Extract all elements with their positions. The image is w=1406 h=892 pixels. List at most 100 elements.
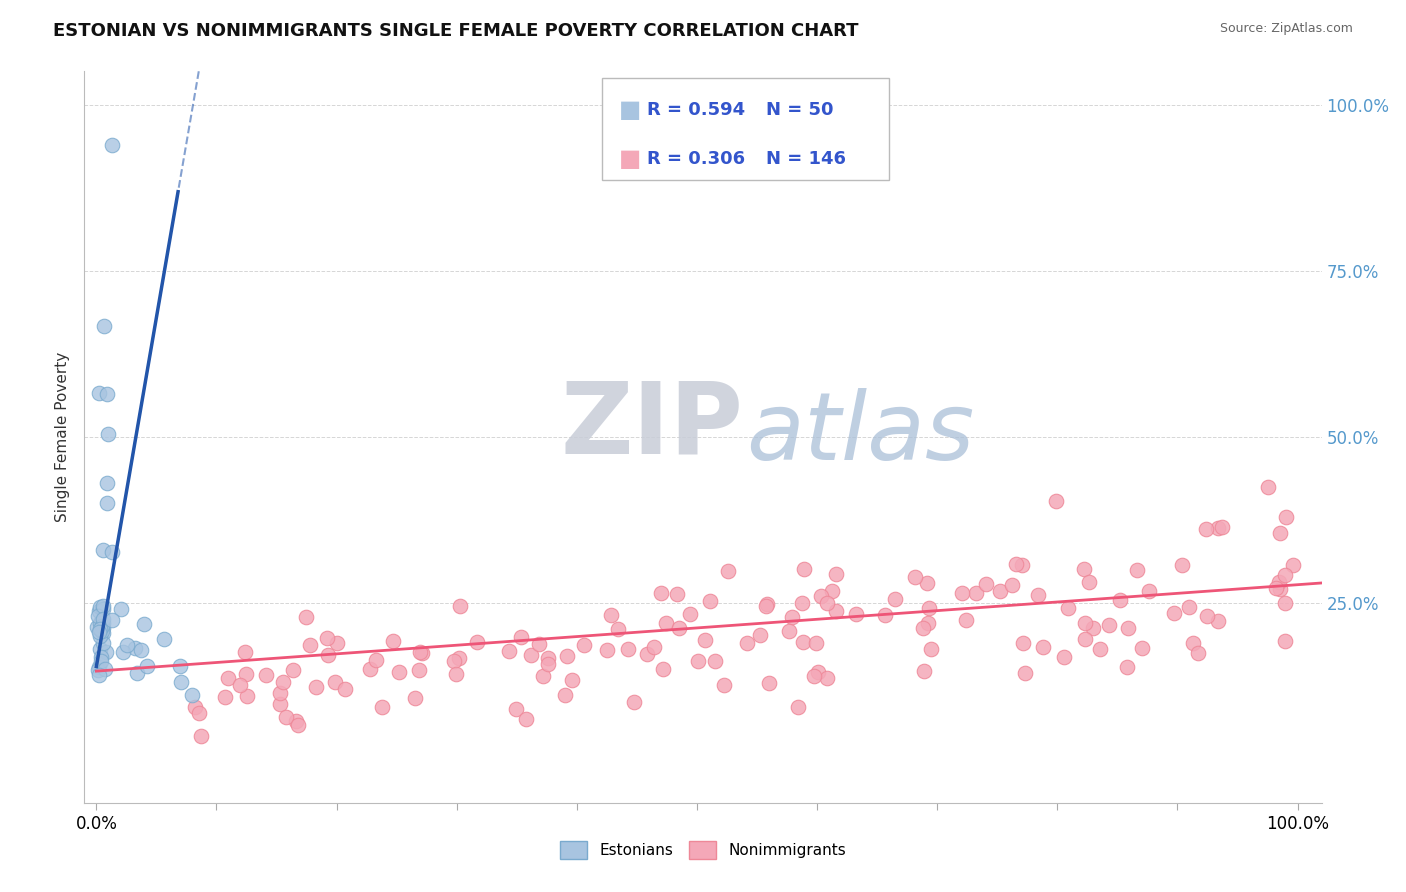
Point [1090,641,1112,656]
Point [89,668,111,682]
Point [536,657,558,671]
Point [326,636,349,650]
Point [132,616,155,631]
Point [527,637,550,651]
Point [1109,592,1132,607]
Point [152,632,174,646]
Point [316,648,339,662]
Point [131,643,153,657]
Point [1074,632,1097,646]
Point [1073,562,1095,576]
Point [91,599,114,613]
Point [217,671,239,685]
Point [89,622,111,636]
Text: R = 0.306: R = 0.306 [647,150,745,168]
Point [93,615,115,630]
Point [778,624,800,638]
Point [950,586,973,600]
Legend: Estonians, Nonimmigrants: Estonians, Nonimmigrants [554,835,852,864]
Point [370,700,392,714]
Point [1274,567,1296,582]
Point [617,642,640,657]
Point [276,710,298,724]
Point [737,636,759,650]
Point [806,665,828,679]
Point [170,674,193,689]
Text: Source: ZipAtlas.com: Source: ZipAtlas.com [1219,22,1353,36]
Point [1014,665,1036,680]
Text: atlas: atlas [747,388,974,479]
Point [1116,621,1139,635]
Point [1057,601,1080,615]
Point [184,700,207,714]
Point [444,667,467,681]
Point [505,702,527,716]
Point [561,673,583,687]
Point [990,584,1012,599]
Point [124,640,146,655]
Point [498,644,520,658]
Point [655,615,678,630]
Point [803,669,825,683]
Point [643,640,665,654]
Point [1115,660,1137,674]
Point [96,475,118,490]
Point [1274,634,1296,648]
Point [1130,640,1153,655]
Point [269,698,291,712]
Point [1257,480,1279,494]
Point [187,706,209,721]
Point [87,660,110,674]
Point [235,689,257,703]
Point [87,603,110,617]
Point [287,718,309,732]
Point [388,665,411,680]
Point [90,650,112,665]
Point [713,678,735,692]
Point [89,599,111,614]
Point [409,645,432,659]
Point [554,688,576,702]
Point [1011,558,1033,573]
Point [810,590,832,604]
Point [679,607,702,621]
Text: N = 50: N = 50 [766,101,834,119]
Point [214,690,236,705]
Point [91,626,114,640]
Point [1268,575,1291,590]
Point [912,621,935,635]
Point [903,570,925,584]
Point [825,567,848,582]
Point [1197,609,1219,624]
Point [1178,600,1201,615]
Point [1274,509,1296,524]
Text: ZIP: ZIP [561,377,744,475]
Point [87,625,110,640]
Point [606,622,628,636]
Point [1206,614,1229,628]
Point [1098,617,1121,632]
Point [748,628,770,642]
Point [1126,563,1149,577]
Point [93,602,115,616]
Point [792,634,814,648]
Point [115,638,138,652]
Point [89,642,111,657]
Point [443,654,465,668]
Point [1004,557,1026,571]
Point [87,663,110,677]
Point [169,659,191,673]
Point [101,137,124,152]
Point [873,608,896,623]
Point [1268,582,1291,596]
Point [408,663,430,677]
Point [100,545,122,559]
Point [181,688,204,702]
Point [404,690,426,705]
Point [269,686,291,700]
Point [650,586,672,600]
Point [600,608,623,623]
Point [90,615,112,629]
Point [298,639,321,653]
Point [1001,578,1024,592]
